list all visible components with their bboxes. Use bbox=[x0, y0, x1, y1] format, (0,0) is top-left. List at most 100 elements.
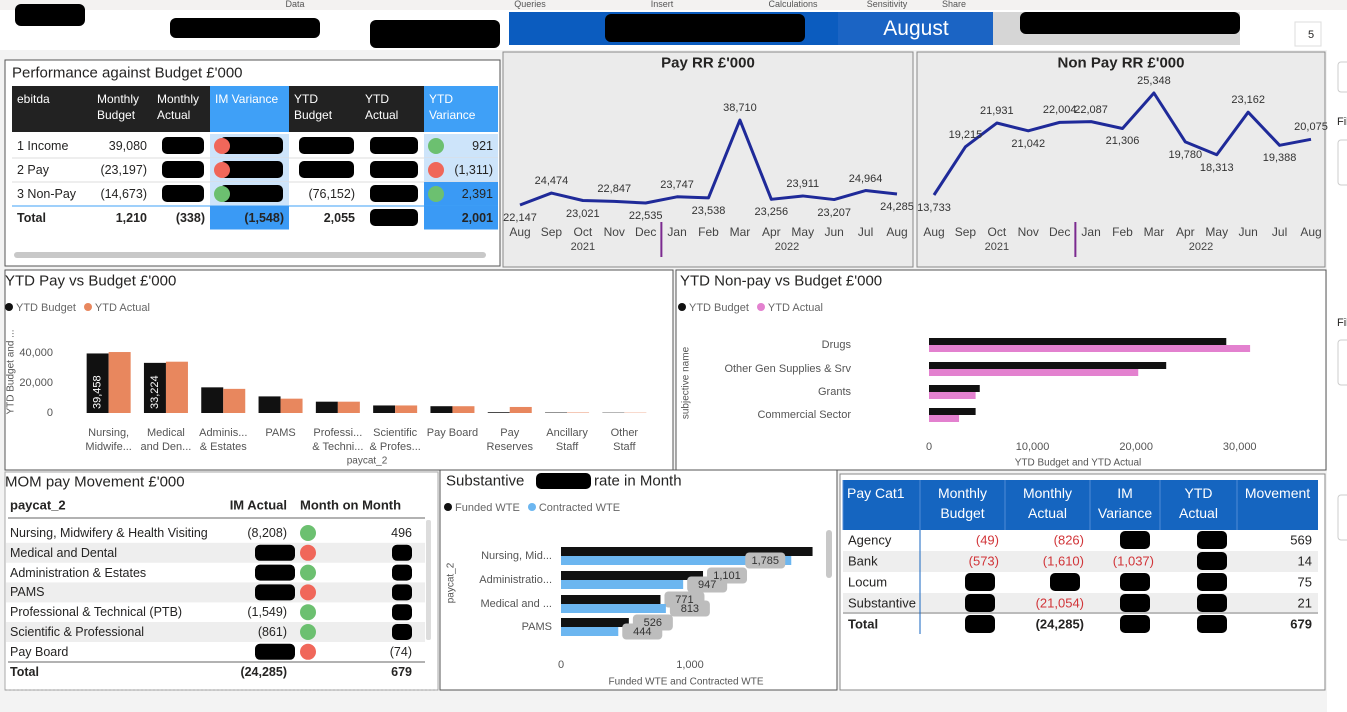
legend-item: YTD Actual bbox=[756, 302, 823, 314]
x-axis-title: YTD Budget and YTD Actual bbox=[1014, 457, 1142, 469]
row-label: PAMS bbox=[10, 585, 45, 600]
legend-label: Contracted WTE bbox=[538, 502, 621, 514]
status-icon bbox=[214, 186, 230, 202]
bar bbox=[223, 388, 246, 413]
line bbox=[932, 91, 1312, 196]
bar bbox=[929, 338, 1227, 345]
x-tick-label: Jan bbox=[1081, 225, 1101, 239]
x-tick-label: PAMS bbox=[265, 427, 296, 439]
column-header: YTD Actual bbox=[1179, 485, 1218, 521]
cell-value: (23,197) bbox=[100, 163, 147, 177]
data-label: 21,042 bbox=[1011, 137, 1046, 150]
bar bbox=[280, 398, 303, 413]
chart-title: Non Pay RR £'000 bbox=[1057, 54, 1185, 72]
label-box bbox=[622, 623, 663, 640]
redaction bbox=[370, 161, 418, 178]
sidebar-box[interactable] bbox=[1337, 494, 1347, 541]
redaction bbox=[1197, 594, 1227, 612]
legend-swatch bbox=[678, 303, 686, 311]
status-icon bbox=[300, 584, 316, 601]
column-header: Monthly Actual bbox=[157, 92, 200, 122]
sidebar-label: Fil bbox=[1337, 116, 1347, 128]
redaction bbox=[965, 615, 995, 633]
row-bg bbox=[6, 622, 425, 642]
bar bbox=[509, 406, 532, 413]
x-tick-label: May bbox=[791, 225, 815, 239]
sidebar-box[interactable] bbox=[1337, 61, 1347, 93]
x-tick-label: Sep bbox=[954, 225, 977, 239]
data-label: 24,964 bbox=[848, 172, 883, 185]
sidebar-box[interactable] bbox=[1337, 339, 1347, 386]
status-icon bbox=[300, 525, 316, 541]
x-tick-label: 20,000 bbox=[1119, 441, 1153, 453]
panel bbox=[502, 51, 914, 268]
data-label: 33,224 bbox=[149, 375, 161, 409]
label-box bbox=[687, 576, 728, 593]
header-bg bbox=[843, 480, 1318, 530]
redaction bbox=[170, 18, 320, 38]
x-tick-label: Mar bbox=[729, 225, 751, 239]
cell-value: 2,391 bbox=[461, 187, 493, 201]
cell-value: 75 bbox=[1297, 574, 1312, 590]
scrollbar[interactable] bbox=[826, 530, 832, 578]
scrollbar[interactable] bbox=[14, 252, 486, 258]
legend-item: YTD Budget bbox=[678, 302, 749, 314]
y-tick-label: Medical and ... bbox=[480, 598, 552, 610]
data-label: 22,847 bbox=[597, 183, 632, 196]
bar bbox=[561, 604, 666, 613]
y-tick-label: Commercial Sector bbox=[757, 409, 851, 421]
cell-value: (21,054) bbox=[1035, 595, 1084, 611]
data-label: 444 bbox=[633, 625, 652, 638]
cell-value: (861) bbox=[257, 625, 287, 639]
row-label: 3 Non-Pay bbox=[17, 187, 77, 201]
header-cell bbox=[360, 86, 424, 132]
x-tick-label: May bbox=[1205, 225, 1229, 239]
scrollbar[interactable] bbox=[426, 520, 431, 640]
status-icon bbox=[428, 138, 444, 154]
cell-value: (76,152) bbox=[308, 187, 355, 201]
x-tick-label: Medical and Den... bbox=[140, 427, 192, 453]
redaction bbox=[255, 584, 295, 601]
row-label: Total bbox=[848, 616, 879, 632]
cell-value: 496 bbox=[391, 526, 412, 540]
x-tick-label: 1,000 bbox=[676, 659, 704, 671]
bar bbox=[561, 618, 629, 627]
chart-title: YTD Non-pay vs Budget £'000 bbox=[680, 272, 883, 290]
x-tick-label: Feb bbox=[698, 225, 719, 239]
column-header: Month on Month bbox=[300, 497, 402, 513]
x-tick-label: Dec bbox=[634, 225, 657, 239]
cell-value: 2,001 bbox=[461, 211, 493, 225]
column-header: paycat_2 bbox=[10, 497, 66, 513]
cell-value: (24,285) bbox=[1035, 616, 1084, 632]
x-tick-label: 0 bbox=[557, 659, 565, 671]
data-label: 20,075 bbox=[1294, 121, 1328, 134]
ribbon-label: Sensitivity bbox=[866, 0, 908, 9]
cell-value: 569 bbox=[1290, 532, 1312, 548]
bar bbox=[143, 362, 166, 413]
legend-item: Contracted WTE bbox=[527, 502, 621, 514]
redaction bbox=[162, 137, 204, 154]
status-icon bbox=[300, 643, 316, 660]
x-tick-label: Jun bbox=[824, 225, 844, 239]
y-axis-title: paycat_2 bbox=[445, 562, 457, 604]
redaction bbox=[255, 643, 295, 660]
data-label: 23,162 bbox=[1231, 94, 1265, 107]
row-label: Total bbox=[17, 211, 46, 225]
status-icon bbox=[214, 162, 230, 178]
sidebar-box[interactable] bbox=[1337, 139, 1347, 186]
redaction bbox=[255, 564, 295, 581]
column-header: ebitda bbox=[17, 92, 50, 106]
redaction bbox=[370, 137, 418, 154]
cell-value: (8,208) bbox=[247, 526, 287, 540]
redaction bbox=[162, 161, 204, 178]
panel bbox=[916, 51, 1326, 268]
header-cell bbox=[210, 86, 289, 132]
redaction bbox=[392, 544, 412, 561]
table-title: Performance against Budget £'000 bbox=[12, 64, 243, 82]
month-box bbox=[838, 12, 993, 45]
x-tick-label: Professi... & Techni... bbox=[312, 427, 364, 453]
bar bbox=[487, 412, 510, 413]
x-tick-label: Aug bbox=[923, 225, 945, 239]
y-tick-label: 0 bbox=[46, 407, 53, 419]
row-label: Total bbox=[10, 665, 39, 679]
